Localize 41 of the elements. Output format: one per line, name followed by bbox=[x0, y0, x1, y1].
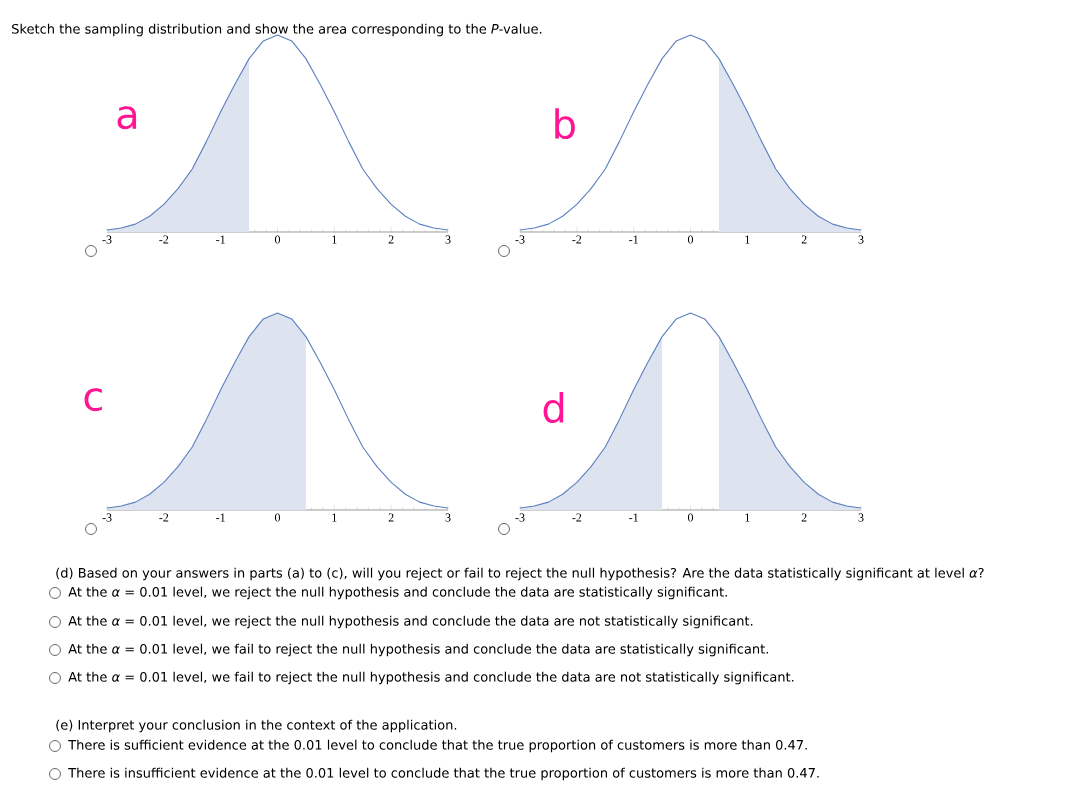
text: (d) Based on your answers in parts (a) to (c), will you reject or fail to reject the null hypothesis? Are the data statistically significant at level α? bbox=[56, 567, 984, 581]
x-tick-label: 2 bbox=[388, 513, 394, 522]
x-tick-label: -3 bbox=[102, 235, 112, 244]
annotation: d bbox=[543, 392, 564, 424]
text: (e) Interpret your conclusion in the context of the application. bbox=[56, 719, 457, 733]
annotation: b bbox=[555, 108, 575, 140]
x-tick-label: 0 bbox=[274, 235, 281, 244]
text: At the α = 0.01 level, we fail to reject the null hypothesis and conclude the data are not statistically significant. bbox=[68, 671, 794, 685]
x-tick-label: 1 bbox=[332, 235, 337, 244]
x-tick-label: -2 bbox=[159, 235, 169, 244]
annotation: a bbox=[117, 106, 137, 130]
x-tick-label: 1 bbox=[332, 513, 337, 522]
text: Sketch the sampling distribution and show the area corresponding to the P-value. bbox=[12, 23, 542, 37]
x-tick-label: 2 bbox=[801, 513, 807, 522]
x-tick-label: -1 bbox=[216, 513, 225, 522]
x-tick-label: 3 bbox=[445, 235, 451, 244]
x-tick-label: 2 bbox=[801, 235, 807, 244]
x-tick-label: 1 bbox=[745, 235, 750, 244]
x-tick-label: 3 bbox=[858, 513, 864, 522]
x-tick-label: -2 bbox=[159, 513, 169, 522]
text: At the α = 0.01 level, we reject the null hypothesis and conclude the data are not statistically significant. bbox=[68, 615, 753, 629]
x-tick-label: -2 bbox=[572, 235, 582, 244]
x-tick-label: -1 bbox=[216, 235, 225, 244]
x-tick-label: 0 bbox=[687, 235, 694, 244]
text: At the α = 0.01 level, we reject the null hypothesis and conclude the data are statistically significant. bbox=[68, 586, 727, 600]
x-tick-label: 3 bbox=[445, 513, 451, 522]
x-tick-label: 0 bbox=[274, 513, 281, 522]
x-tick-label: 3 bbox=[858, 235, 864, 244]
x-tick-label: 1 bbox=[745, 513, 750, 522]
text: There is insufficient evidence at the 0.01 level to conclude that the true proportion of customers is more than 0.47. bbox=[68, 767, 819, 781]
text: There is sufficient evidence at the 0.01 level to conclude that the true proportion of customers is more than 0.47. bbox=[68, 739, 807, 753]
x-tick-label: -3 bbox=[515, 235, 525, 244]
x-tick-label: -1 bbox=[629, 513, 638, 522]
x-tick-label: -2 bbox=[572, 513, 582, 522]
x-tick-label: -3 bbox=[102, 513, 112, 522]
text: At the α = 0.01 level, we fail to reject the null hypothesis and conclude the data are statistically significant. bbox=[68, 643, 768, 657]
x-tick-label: 2 bbox=[388, 235, 394, 244]
x-tick-label: 0 bbox=[687, 513, 694, 522]
x-tick-label: -3 bbox=[515, 513, 525, 522]
x-tick-label: -1 bbox=[629, 235, 638, 244]
text: c bbox=[84, 388, 102, 412]
